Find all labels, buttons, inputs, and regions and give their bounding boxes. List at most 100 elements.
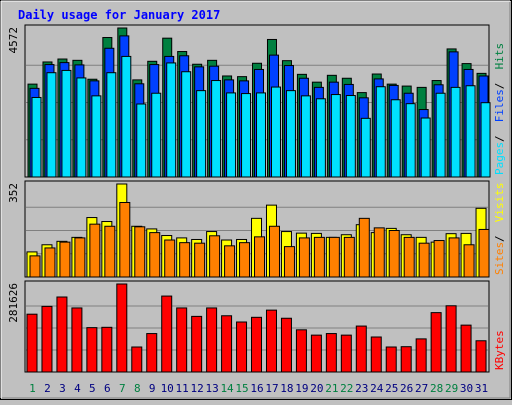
x-tick-label: 1 (29, 382, 36, 395)
visits-bar-sites (418, 242, 430, 278)
traffic-bar-pages (450, 86, 461, 178)
traffic-bar-pages (256, 92, 267, 178)
x-tick-label: 20 (310, 382, 323, 395)
traffic-bar-pages (46, 72, 57, 178)
visits-bar-sites (463, 244, 475, 278)
x-tick-label: 11 (176, 382, 189, 395)
traffic-bar-pages (465, 85, 476, 178)
visits-legend-sites: Sites (493, 242, 506, 275)
traffic-bar-pages (285, 90, 296, 178)
kbytes-bar-kbytes (295, 329, 307, 373)
visits-bar-sites (194, 242, 206, 278)
kbytes-bar-kbytes (265, 309, 277, 373)
traffic-ymax-label: 4572 (7, 27, 20, 54)
visits-ymax-label: 352 (7, 183, 20, 203)
traffic-legend-separator: / (493, 135, 506, 142)
kbytes-bar-kbytes (236, 321, 248, 373)
kbytes-bar-kbytes (251, 316, 263, 373)
visits-legend-visits: Visits (493, 182, 506, 222)
visits-bar-sites (373, 227, 385, 278)
x-tick-label: 9 (149, 382, 156, 395)
traffic-bar-pages (241, 93, 252, 178)
x-tick-label: 4 (74, 382, 81, 395)
visits-bar-sites (328, 236, 340, 278)
traffic-bar-pages (226, 92, 237, 178)
visits-bar-sites (209, 235, 221, 278)
traffic-bar-pages (270, 86, 281, 178)
x-tick-label: 3 (59, 382, 66, 395)
x-tick-label: 22 (340, 382, 353, 395)
kbytes-bar-kbytes (131, 346, 143, 373)
kbytes-bar-kbytes (116, 283, 128, 373)
kbytes-bar-kbytes (146, 333, 158, 373)
traffic-bar-pages (480, 102, 491, 178)
traffic-bar-pages (360, 117, 371, 178)
kbytes-bar-kbytes (280, 317, 292, 373)
chart-title: Daily usage for January 2017 (18, 8, 220, 22)
traffic-bar-pages (390, 99, 401, 178)
visits-bar-sites (268, 225, 280, 278)
visits-bar-sites (343, 236, 355, 278)
visits-bar-sites (74, 237, 86, 278)
kbytes-bar-kbytes (86, 327, 98, 373)
traffic-bar-pages (91, 95, 102, 178)
kbytes-bar-kbytes (161, 295, 173, 373)
visits-bar-sites (478, 228, 490, 278)
traffic-legend-separator: / (493, 83, 506, 90)
kbytes-bar-kbytes (430, 312, 442, 373)
visits-bar-sites (119, 201, 131, 278)
kbytes-bar-kbytes (71, 307, 83, 373)
visits-bar-sites (179, 242, 191, 278)
visits-bar-sites (403, 236, 415, 278)
x-tick-label: 30 (460, 382, 473, 395)
visits-bar-sites (254, 236, 266, 278)
x-tick-label: 6 (104, 382, 111, 395)
visits-bar-sites (448, 237, 460, 278)
visits-bar-sites (134, 226, 146, 278)
kbytes-legend-kbytes: KBytes (493, 330, 506, 370)
kbytes-bar-kbytes (206, 307, 218, 373)
kbytes-bar-kbytes (221, 315, 233, 373)
kbytes-bar-kbytes (400, 346, 412, 373)
x-tick-label: 2 (44, 382, 51, 395)
kbytes-bar-kbytes (340, 334, 352, 373)
x-tick-label: 18 (280, 382, 293, 395)
x-tick-label: 25 (385, 382, 398, 395)
x-tick-label: 31 (475, 382, 488, 395)
x-tick-label: 26 (400, 382, 413, 395)
traffic-legend-pages: Pages (493, 142, 506, 175)
traffic-bar-pages (136, 103, 147, 178)
kbytes-bar-kbytes (475, 340, 487, 373)
visits-bar-sites (224, 245, 236, 278)
traffic-bar-pages (196, 90, 207, 178)
visits-bar-sites (44, 247, 56, 278)
kbytes-ymax-label: 281626 (7, 283, 20, 323)
traffic-legend-hits: Hits (493, 43, 506, 70)
x-tick-label: 19 (295, 382, 308, 395)
visits-bar-sites (358, 217, 370, 278)
x-tick-label: 8 (134, 382, 141, 395)
x-tick-label: 28 (430, 382, 443, 395)
x-tick-label: 29 (445, 382, 458, 395)
x-tick-label: 14 (220, 382, 234, 395)
x-tick-label: 21 (325, 382, 338, 395)
x-tick-label: 16 (250, 382, 263, 395)
kbytes-bar-kbytes (26, 313, 38, 373)
traffic-bar-pages (106, 72, 117, 178)
traffic-bar-pages (181, 71, 192, 178)
traffic-bar-pages (166, 62, 177, 178)
kbytes-bar-kbytes (41, 305, 53, 373)
traffic-bar-pages (345, 95, 356, 178)
traffic-legend-files: Files (493, 89, 506, 122)
visits-bar-sites (239, 242, 251, 278)
x-tick-label: 12 (191, 382, 204, 395)
kbytes-bar-kbytes (370, 336, 382, 373)
traffic-bar-pages (375, 86, 386, 178)
traffic-bar-pages (31, 96, 42, 178)
traffic-bar-pages (121, 55, 132, 178)
kbytes-bar-kbytes (191, 315, 203, 373)
kbytes-bar-kbytes (176, 307, 188, 373)
x-tick-label: 7 (119, 382, 126, 395)
